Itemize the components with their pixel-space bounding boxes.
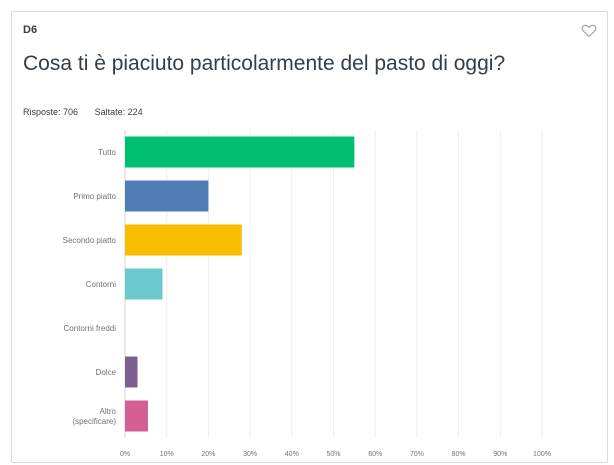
x-tick-label: 40% <box>285 451 299 458</box>
bar <box>125 400 148 432</box>
x-tick-label: 10% <box>160 451 174 458</box>
question-card: D6 Cosa ti è piaciuto particolarmente de… <box>11 11 608 463</box>
bar <box>125 268 163 300</box>
x-tick-label: 0% <box>120 451 130 458</box>
skipped-count: Saltate: 224 <box>94 107 143 117</box>
x-tick-label: 50% <box>326 451 340 458</box>
category-label: Tutto <box>98 148 116 157</box>
x-tick-label: 20% <box>201 451 215 458</box>
category-label: Contorni freddi <box>64 324 117 333</box>
x-tick-label: 30% <box>243 451 257 458</box>
x-tick-label: 70% <box>410 451 424 458</box>
bar <box>125 356 138 388</box>
category-label: Contorni <box>86 280 116 289</box>
bar <box>125 136 355 168</box>
category-label: Secondo piatto <box>63 236 117 245</box>
category-label: Altro (specificare) <box>72 407 116 426</box>
x-tick-label: 100% <box>533 451 551 458</box>
response-stats: Risposte: 706 Saltate: 224 <box>23 107 157 117</box>
x-tick-label: 80% <box>452 451 466 458</box>
heart-outline-icon[interactable] <box>581 24 597 38</box>
x-tick-label: 60% <box>368 451 382 458</box>
category-label: Primo piatto <box>73 192 116 201</box>
bar <box>125 180 209 212</box>
bar <box>125 224 242 256</box>
answered-count: Risposte: 706 <box>23 107 79 117</box>
category-label: Dolce <box>96 368 117 377</box>
question-number: D6 <box>23 24 38 36</box>
x-tick-label: 90% <box>493 451 507 458</box>
question-title: Cosa ti è piaciuto particolarmente del p… <box>23 52 506 75</box>
